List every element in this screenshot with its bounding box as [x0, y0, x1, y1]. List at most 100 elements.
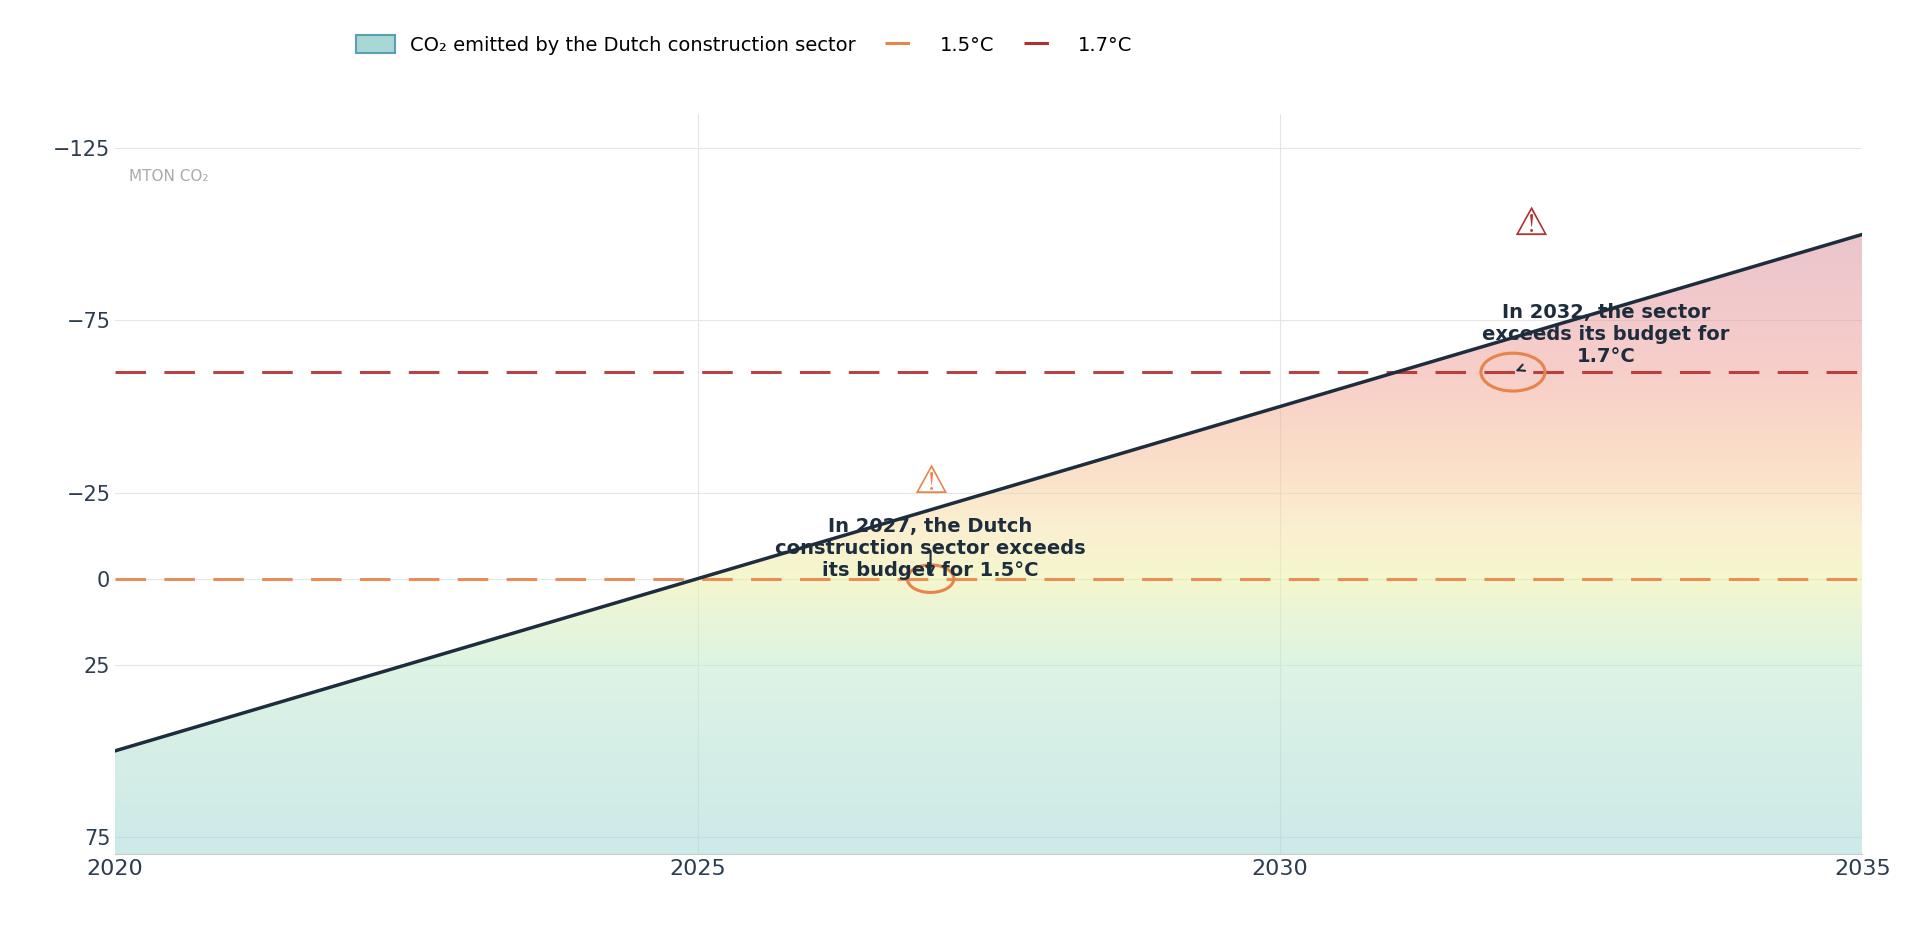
- Polygon shape: [1164, 439, 1862, 440]
- Polygon shape: [157, 736, 1862, 738]
- Polygon shape: [643, 594, 1862, 595]
- Polygon shape: [893, 520, 1862, 521]
- Polygon shape: [115, 793, 1862, 795]
- Polygon shape: [1743, 268, 1862, 270]
- Polygon shape: [1202, 429, 1862, 430]
- Polygon shape: [1761, 263, 1862, 265]
- Polygon shape: [424, 658, 1862, 660]
- Polygon shape: [1273, 407, 1862, 409]
- Polygon shape: [1142, 446, 1862, 447]
- Polygon shape: [1486, 344, 1862, 345]
- Polygon shape: [637, 595, 1862, 596]
- Polygon shape: [1081, 464, 1862, 466]
- Polygon shape: [115, 756, 1862, 758]
- Polygon shape: [115, 809, 1862, 810]
- Polygon shape: [1839, 240, 1862, 241]
- Text: ⚠: ⚠: [1513, 205, 1548, 243]
- Polygon shape: [396, 666, 1862, 668]
- Polygon shape: [1089, 462, 1862, 463]
- Polygon shape: [115, 808, 1862, 809]
- Polygon shape: [1768, 261, 1862, 262]
- Polygon shape: [616, 602, 1862, 603]
- Polygon shape: [1682, 287, 1862, 288]
- Polygon shape: [1052, 473, 1862, 474]
- Polygon shape: [392, 668, 1862, 669]
- Polygon shape: [739, 566, 1862, 567]
- Polygon shape: [115, 753, 1862, 754]
- Polygon shape: [501, 636, 1862, 637]
- Polygon shape: [434, 656, 1862, 657]
- Polygon shape: [115, 755, 1862, 756]
- Polygon shape: [996, 489, 1862, 490]
- Polygon shape: [1334, 389, 1862, 390]
- Polygon shape: [1060, 471, 1862, 472]
- Polygon shape: [1139, 447, 1862, 448]
- Polygon shape: [1284, 404, 1862, 405]
- Polygon shape: [115, 843, 1862, 845]
- Polygon shape: [1068, 468, 1862, 469]
- Polygon shape: [864, 529, 1862, 530]
- Polygon shape: [530, 627, 1862, 628]
- Polygon shape: [622, 600, 1862, 602]
- Polygon shape: [188, 728, 1862, 730]
- Polygon shape: [609, 604, 1862, 605]
- Polygon shape: [259, 707, 1862, 709]
- Polygon shape: [1603, 310, 1862, 311]
- Polygon shape: [601, 606, 1862, 607]
- Polygon shape: [1210, 426, 1862, 427]
- Polygon shape: [1046, 474, 1862, 475]
- Polygon shape: [115, 847, 1862, 848]
- Polygon shape: [1628, 303, 1862, 304]
- Polygon shape: [541, 623, 1862, 624]
- Polygon shape: [296, 697, 1862, 698]
- Polygon shape: [687, 580, 1862, 582]
- Polygon shape: [115, 763, 1862, 764]
- Polygon shape: [1507, 339, 1862, 340]
- Polygon shape: [1173, 437, 1862, 438]
- Polygon shape: [488, 640, 1862, 641]
- Polygon shape: [115, 780, 1862, 781]
- Polygon shape: [1707, 279, 1862, 281]
- Polygon shape: [1607, 308, 1862, 310]
- Polygon shape: [288, 698, 1862, 700]
- Polygon shape: [200, 725, 1862, 726]
- Polygon shape: [175, 732, 1862, 734]
- Polygon shape: [115, 825, 1862, 826]
- Polygon shape: [793, 549, 1862, 550]
- Polygon shape: [1536, 330, 1862, 331]
- Polygon shape: [605, 605, 1862, 606]
- Polygon shape: [115, 835, 1862, 837]
- Polygon shape: [115, 792, 1862, 793]
- Polygon shape: [1359, 381, 1862, 382]
- Polygon shape: [115, 818, 1862, 820]
- Polygon shape: [1288, 402, 1862, 404]
- Polygon shape: [115, 822, 1862, 823]
- Polygon shape: [115, 772, 1862, 774]
- Polygon shape: [718, 571, 1862, 573]
- Polygon shape: [1056, 472, 1862, 473]
- Polygon shape: [1323, 393, 1862, 394]
- Polygon shape: [1501, 340, 1862, 341]
- Polygon shape: [1678, 288, 1862, 289]
- Polygon shape: [1561, 323, 1862, 324]
- Polygon shape: [250, 710, 1862, 711]
- Polygon shape: [115, 779, 1862, 780]
- Polygon shape: [1526, 332, 1862, 333]
- Polygon shape: [526, 628, 1862, 629]
- Polygon shape: [843, 534, 1862, 536]
- Polygon shape: [115, 786, 1862, 788]
- Polygon shape: [115, 848, 1862, 849]
- Polygon shape: [1344, 386, 1862, 388]
- Polygon shape: [1014, 484, 1862, 485]
- Polygon shape: [950, 503, 1862, 504]
- Polygon shape: [115, 795, 1862, 796]
- Polygon shape: [1476, 347, 1862, 348]
- Polygon shape: [115, 804, 1862, 805]
- Polygon shape: [115, 797, 1862, 799]
- Polygon shape: [943, 505, 1862, 506]
- Polygon shape: [125, 747, 1862, 748]
- Polygon shape: [1523, 333, 1862, 335]
- Polygon shape: [879, 524, 1862, 525]
- Polygon shape: [1448, 356, 1862, 357]
- Polygon shape: [505, 635, 1862, 636]
